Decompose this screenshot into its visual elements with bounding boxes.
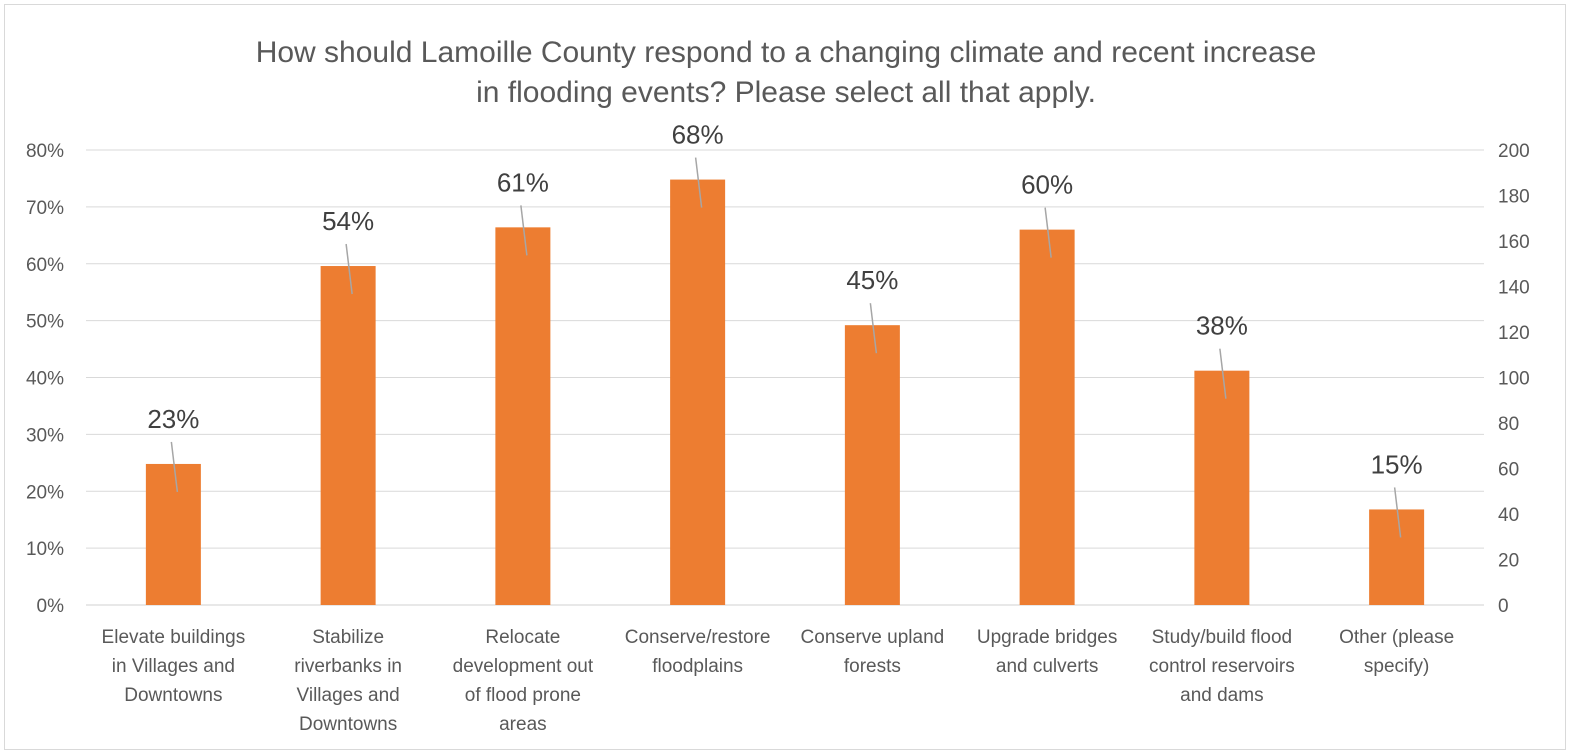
bar — [670, 179, 726, 605]
right-tick-label: 160 — [1498, 232, 1530, 253]
right-tick-label: 120 — [1498, 323, 1530, 344]
left-tick-label: 30% — [26, 425, 64, 446]
category-label: in Villages and — [112, 656, 235, 677]
bar — [495, 227, 551, 605]
category-label: specify) — [1364, 656, 1429, 677]
category-label: of flood prone — [465, 685, 581, 706]
category-label: and dams — [1180, 685, 1263, 706]
right-tick-label: 200 — [1498, 141, 1530, 162]
left-tick-label: 20% — [26, 482, 64, 503]
gridlines — [86, 149, 1484, 606]
category-labels: Elevate buildings in Villages and Downtown… — [102, 627, 1455, 735]
category-label: Stabilize — [312, 627, 384, 648]
left-tick-label: 80% — [26, 141, 64, 162]
category-label: areas — [499, 714, 547, 735]
data-label: 68% — [672, 120, 724, 150]
bar — [1369, 509, 1425, 605]
right-y-axis: 0 20 40 60 80 100 120 140 160 180 200 — [1498, 141, 1530, 617]
data-labels: 23% 54% 61% 68% 45% 60% 38% 15% — [147, 120, 1422, 480]
right-tick-label: 140 — [1498, 278, 1530, 299]
category-label: and culverts — [996, 656, 1098, 677]
left-tick-label: 60% — [26, 255, 64, 276]
category-label: riverbanks in — [294, 656, 402, 677]
category-label: development out — [453, 656, 594, 677]
bar — [1194, 370, 1250, 605]
data-label: 15% — [1371, 449, 1423, 479]
data-label: 45% — [846, 265, 898, 295]
chart-title: How should Lamoille County respond to a … — [256, 36, 1317, 109]
right-tick-label: 40 — [1498, 505, 1519, 526]
category-label: Villages and — [297, 685, 400, 706]
category-label: Conserve upland — [801, 627, 945, 648]
bar — [145, 463, 201, 605]
category-label: Elevate buildings — [102, 627, 246, 648]
right-tick-label: 180 — [1498, 187, 1530, 208]
category-label: Upgrade bridges — [977, 627, 1117, 648]
left-tick-label: 10% — [26, 539, 64, 560]
data-label: 61% — [497, 167, 549, 197]
right-tick-label: 60 — [1498, 460, 1519, 481]
category-label: Downtowns — [124, 685, 222, 706]
data-label: 38% — [1196, 311, 1248, 341]
bars — [145, 179, 1425, 605]
data-label-leader — [1219, 348, 1227, 399]
right-tick-label: 100 — [1498, 369, 1530, 390]
left-tick-label: 50% — [26, 312, 64, 333]
data-label: 23% — [147, 404, 199, 434]
left-tick-label: 40% — [26, 369, 64, 390]
category-label: Other (please — [1339, 627, 1454, 648]
chart-title-line: in flooding events? Please select all th… — [476, 76, 1096, 109]
category-label: floodplains — [652, 656, 743, 677]
data-label-leader — [694, 157, 703, 208]
category-label: Conserve/restore — [625, 627, 771, 648]
left-tick-label: 70% — [26, 198, 64, 219]
category-label: Study/build flood — [1152, 627, 1293, 648]
left-y-axis: 0% 10% 20% 30% 40% 50% 60% 70% 80% — [26, 141, 64, 617]
data-label: 54% — [322, 206, 374, 236]
data-label-leader — [869, 303, 878, 354]
data-label-leaders — [170, 157, 1402, 538]
category-label: control reservoirs — [1149, 656, 1295, 677]
data-label-leader — [345, 243, 353, 295]
right-tick-label: 20 — [1498, 551, 1519, 572]
category-label: Relocate — [485, 627, 560, 648]
data-label-leader — [1393, 487, 1402, 538]
right-tick-label: 0 — [1498, 596, 1509, 617]
bar — [844, 325, 900, 605]
bar — [1019, 229, 1075, 605]
category-label: Downtowns — [299, 714, 397, 735]
data-label-leader — [170, 441, 179, 493]
left-tick-label: 0% — [37, 596, 65, 617]
data-label-leader — [520, 205, 528, 256]
data-label: 60% — [1021, 170, 1073, 200]
chart-title-line: How should Lamoille County respond to a … — [256, 36, 1317, 69]
category-label: forests — [844, 656, 901, 677]
bar — [320, 266, 376, 605]
right-tick-label: 80 — [1498, 414, 1519, 435]
data-label-leader — [1044, 207, 1052, 258]
